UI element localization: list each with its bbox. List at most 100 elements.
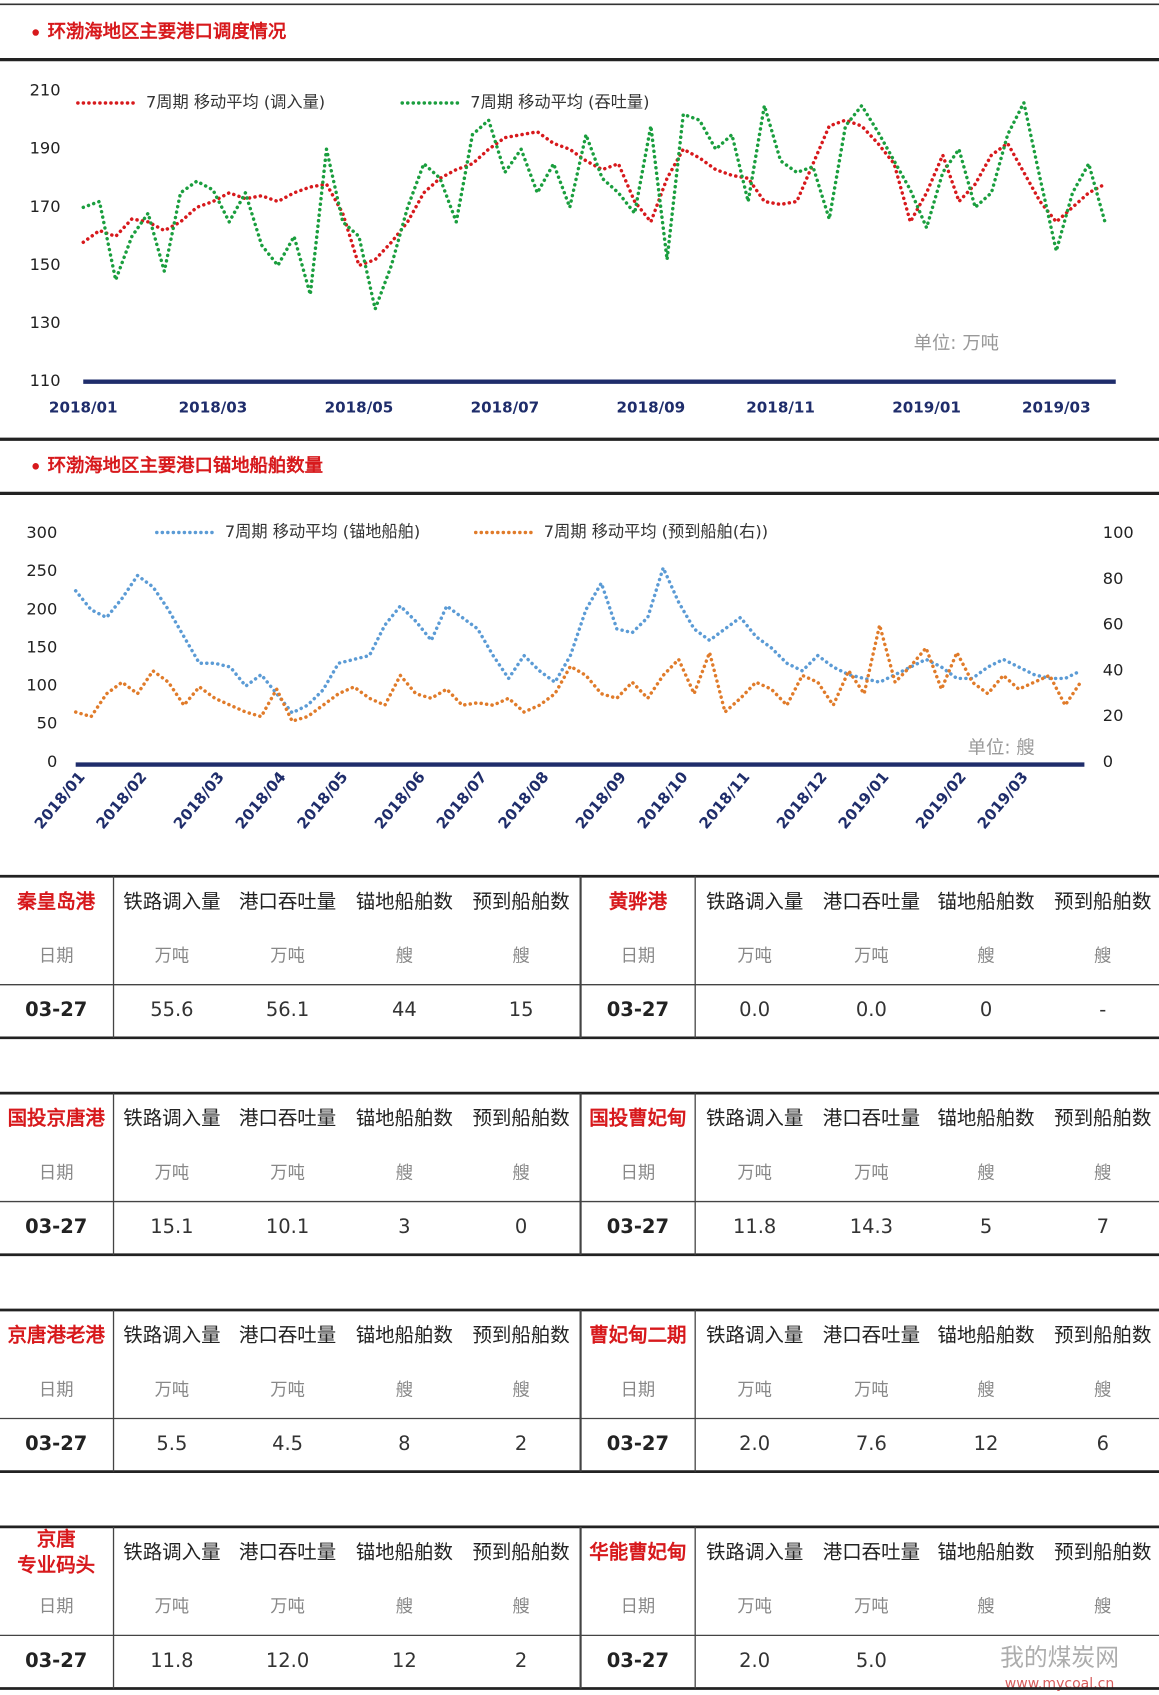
section-title: 环渤海地区主要港口锚地船舶数量 (48, 454, 323, 476)
unit-label: 艘 (977, 1597, 994, 1617)
unit-label: 万吨 (854, 1380, 889, 1400)
column-header: 铁路调入量 (123, 1540, 220, 1563)
unit-label: 万吨 (155, 1597, 190, 1617)
column-header: 预到船舶数 (472, 1324, 569, 1347)
unit-label: 艘 (512, 1380, 529, 1400)
unit-label: 艘 (977, 1380, 994, 1400)
unit-label: 日期 (39, 1597, 74, 1617)
y2-tick-label: 80 (1103, 569, 1124, 588)
value-cell: 2 (515, 1649, 527, 1672)
value-cell: 5.0 (856, 1649, 887, 1672)
unit-label: 艘 (977, 946, 994, 966)
unit-label: 万吨 (270, 1380, 305, 1400)
x-tick-label: 2018/04 (232, 768, 290, 832)
column-header: 预到船舶数 (1054, 1324, 1151, 1347)
unit-label: 万吨 (854, 1163, 889, 1183)
unit-label: 万吨 (737, 1597, 772, 1617)
x-tick-label: 2019/01 (892, 398, 961, 416)
x-tick-label: 2019/03 (974, 768, 1032, 832)
x-tick-label: 2018/05 (294, 768, 352, 832)
x-tick-label: 2018/11 (696, 768, 754, 832)
unit-label: 艘 (1094, 1163, 1111, 1183)
column-header: 锚地船舶数 (356, 890, 453, 913)
series-line (81, 118, 1107, 268)
value-cell: 15.1 (150, 1215, 193, 1238)
column-header: 预到船舶数 (1054, 1540, 1151, 1563)
x-tick-label: 2018/10 (634, 768, 692, 832)
x-tick-label: 2018/05 (325, 398, 394, 416)
value-cell: 56.1 (266, 998, 309, 1021)
legend-label: 7周期 移动平均 (吞吐量) (470, 93, 649, 112)
y-tick-label: 110 (30, 371, 61, 390)
unit-label: 日期 (621, 1163, 656, 1183)
unit-label: 艘 (512, 1163, 529, 1183)
column-header: 港口吞吐量 (239, 1107, 336, 1130)
value-cell: 4.5 (272, 1432, 303, 1455)
port-name: 京唐港老港 (8, 1324, 106, 1347)
unit-label: 艘 (396, 1380, 413, 1400)
value-cell: 0.0 (856, 998, 887, 1021)
value-cell: 0 (515, 1215, 527, 1238)
value-cell: 12.0 (266, 1649, 309, 1672)
unit-label: 日期 (39, 1380, 74, 1400)
x-tick-label: 2018/12 (773, 768, 831, 832)
legend-label: 7周期 移动平均 (锚地船舶) (225, 522, 420, 541)
unit-label: 艘 (512, 1597, 529, 1617)
column-header: 铁路调入量 (706, 890, 803, 913)
y2-tick-label: 40 (1103, 660, 1124, 679)
value-cell: 15 (509, 998, 534, 1021)
unit-label: 万吨 (270, 946, 305, 966)
column-header: 锚地船舶数 (937, 1107, 1034, 1130)
y2-tick-label: 0 (1103, 752, 1113, 771)
date-cell: 03-27 (607, 1215, 669, 1238)
value-cell: 7.6 (856, 1432, 887, 1455)
y-tick-label: 100 (26, 676, 57, 695)
y2-tick-label: 100 (1103, 523, 1134, 542)
column-header: 预到船舶数 (1054, 890, 1151, 913)
column-header: 预到船舶数 (1054, 1107, 1151, 1130)
value-cell: 10.1 (266, 1215, 309, 1238)
unit-label: 艘 (396, 946, 413, 966)
y2-tick-label: 60 (1103, 615, 1124, 634)
unit-label: 艘 (396, 1163, 413, 1183)
x-tick-label: 2018/07 (433, 768, 491, 832)
section-title: 环渤海地区主要港口调度情况 (48, 21, 287, 43)
unit-label: 万吨 (270, 1597, 305, 1617)
x-tick-label: 2018/03 (179, 398, 248, 416)
y-tick-label: 200 (26, 599, 57, 618)
date-cell: 03-27 (25, 1215, 87, 1238)
unit-label: 万吨 (854, 1597, 889, 1617)
column-header: 港口吞吐量 (823, 1324, 920, 1347)
value-cell: 3 (398, 1215, 410, 1238)
unit-label: 艘 (1094, 1597, 1111, 1617)
value-cell: 14.3 (850, 1215, 893, 1238)
port-name: 曹妃甸二期 (589, 1324, 686, 1347)
date-cell: 03-27 (25, 998, 87, 1021)
value-cell: - (1099, 998, 1106, 1021)
date-cell: 03-27 (25, 1432, 87, 1455)
value-cell: 11.8 (150, 1649, 193, 1672)
unit-label: 日期 (621, 1380, 656, 1400)
legend-label: 7周期 移动平均 (预到船舶(右)) (544, 522, 768, 541)
unit-label: 艘 (512, 946, 529, 966)
column-header: 港口吞吐量 (239, 1324, 336, 1347)
column-header: 铁路调入量 (123, 890, 220, 913)
value-cell: 5.5 (156, 1432, 187, 1455)
value-cell: 12 (974, 1432, 999, 1455)
value-cell: 0.0 (739, 998, 770, 1021)
value-cell: 7 (1097, 1215, 1109, 1238)
x-tick-label: 2018/09 (572, 768, 630, 832)
value-cell: 2.0 (739, 1432, 770, 1455)
value-cell: 2 (515, 1432, 527, 1455)
value-cell: 2.0 (739, 1649, 770, 1672)
unit-annotation: 单位: 万吨 (914, 333, 999, 354)
x-tick-label: 2019/01 (835, 768, 893, 832)
date-cell: 03-27 (607, 1649, 669, 1672)
value-cell: 55.6 (150, 998, 193, 1021)
unit-label: 艘 (396, 1597, 413, 1617)
unit-label: 日期 (39, 946, 74, 966)
column-header: 铁路调入量 (123, 1107, 220, 1130)
y2-tick-label: 20 (1103, 706, 1124, 725)
y-tick-label: 130 (30, 313, 61, 332)
